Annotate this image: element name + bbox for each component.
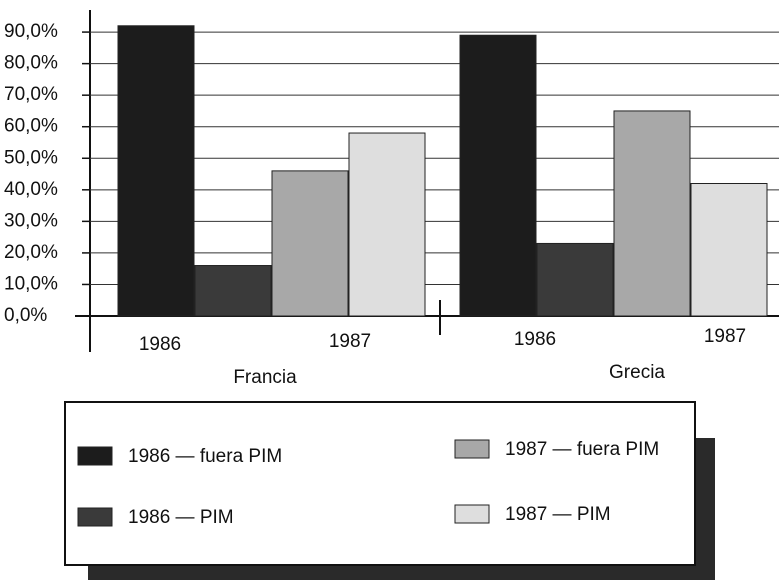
bar: [536, 242, 614, 317]
y-tick-label: 50,0%: [4, 147, 58, 168]
sub-category-label: 1986: [139, 334, 181, 355]
sub-category-label: 1986: [514, 329, 556, 350]
legend-swatch: [454, 439, 490, 459]
legend-box: [64, 401, 696, 566]
category-label: Grecia: [609, 362, 665, 383]
y-tick-label: 80,0%: [4, 53, 58, 74]
legend-swatch: [454, 504, 490, 524]
bar: [194, 265, 272, 317]
legend-swatch: [77, 446, 113, 466]
bar: [348, 132, 426, 317]
y-tick-label: 90,0%: [4, 21, 58, 42]
category-label: Francia: [233, 367, 297, 388]
bar: [271, 170, 349, 317]
y-tick-label: 60,0%: [4, 116, 58, 137]
y-tick-label: 30,0%: [4, 210, 58, 231]
y-tick-label: 0,0%: [4, 305, 47, 326]
legend-label: 1987 — fuera PIM: [505, 439, 659, 460]
sub-category-label: 1987: [704, 326, 746, 347]
bar: [690, 183, 768, 317]
y-tick-label: 20,0%: [4, 242, 58, 263]
bar: [459, 34, 537, 317]
sub-category-label: 1987: [329, 331, 371, 352]
legend-label: 1986 — fuera PIM: [128, 446, 282, 467]
bar: [117, 25, 195, 317]
legend-label: 1986 — PIM: [128, 507, 234, 528]
legend-swatch: [77, 507, 113, 527]
y-tick-label: 70,0%: [4, 84, 58, 105]
legend-label: 1987 — PIM: [505, 504, 611, 525]
y-tick-label: 10,0%: [4, 273, 58, 294]
bar: [613, 110, 691, 317]
y-tick-label: 40,0%: [4, 179, 58, 200]
